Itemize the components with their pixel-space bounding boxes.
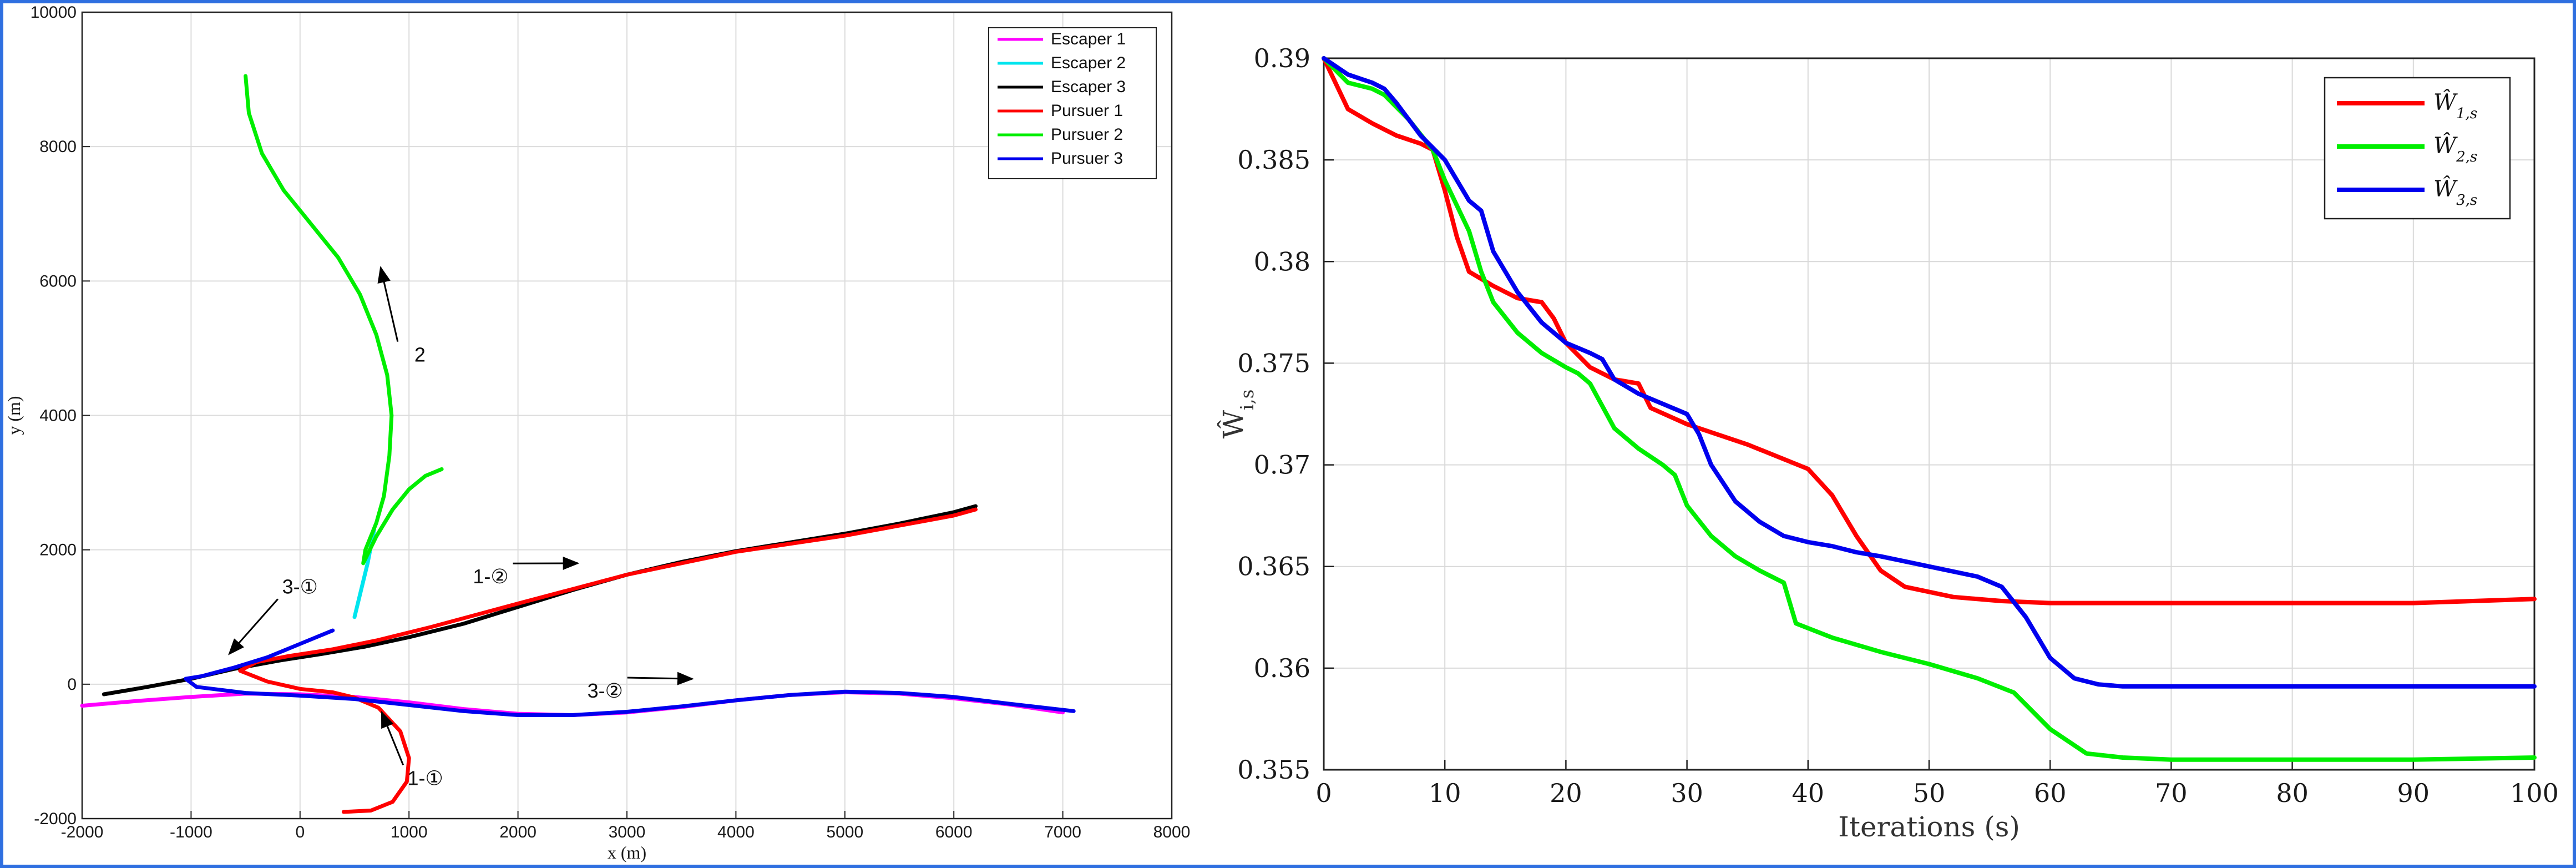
series-line-pursuer-3 [184, 628, 1076, 717]
label-subscript: 2,s [2456, 149, 2477, 165]
legend-label: Escaper 1 [1051, 30, 1126, 48]
x-tick-label: 30 [1671, 778, 1703, 808]
y-tick-label: 0.38 [1254, 246, 1310, 276]
x-tick-label: 40 [1792, 778, 1825, 808]
right-chart: 0 10 20 30 40 50 60 70 80 90 100 0.355 0.36 0.365 0.37… [1217, 43, 2559, 843]
legend-box [988, 27, 1157, 179]
y-tick-label: 2000 [39, 541, 77, 559]
label-main: Ŵ [2433, 89, 2458, 115]
label-subscript: i,s [1237, 390, 1258, 410]
legend-label: Ŵ1,s [2433, 89, 2477, 122]
x-tick-label: 2000 [499, 823, 537, 841]
series-line-pursuer-1 [238, 507, 978, 814]
legend-label: Escaper 2 [1051, 54, 1126, 72]
y-tick-label: 8000 [39, 138, 77, 156]
x-tick-label: 4000 [717, 823, 755, 841]
y-tick-label: 4000 [39, 407, 77, 425]
x-tick-label: 6000 [935, 823, 973, 841]
x-tick-label: 1000 [391, 823, 428, 841]
annotation-label: 1-② [473, 565, 508, 588]
x-tick-label: -2000 [61, 823, 104, 841]
x-tick-label: 3000 [609, 823, 646, 841]
y-tick-label: 0.365 [1237, 552, 1310, 582]
y-tick-label: 0.36 [1254, 653, 1310, 683]
y-tick-label: 0.385 [1237, 145, 1310, 175]
x-tick-label: 8000 [1153, 823, 1191, 841]
y-tick-label: 0.39 [1254, 43, 1310, 73]
series-line-w2 [1322, 56, 2537, 762]
series-line-pursuer-2 [244, 74, 444, 566]
left-chart: -2000 -1000 0 1000 2000 3000 4000 5000 6000 7000 8… [4, 3, 1190, 862]
legend-label: Ŵ3,s [2433, 176, 2477, 209]
x-tick-label: 70 [2155, 778, 2188, 808]
legend-label: Ŵ2,s [2433, 133, 2477, 165]
legend-label: Escaper 3 [1051, 78, 1126, 96]
y-tick-label: 0 [67, 675, 77, 694]
annotation-label: 2 [414, 344, 426, 366]
x-axis-label: Iterations (s) [1838, 811, 2020, 843]
legend-label: Pursuer 1 [1051, 102, 1123, 120]
x-tick-label: 0 [1315, 778, 1332, 808]
y-tick-label: 0.355 [1237, 755, 1310, 785]
series-line-w3 [1322, 56, 2537, 689]
label-main: Ŵ [2433, 176, 2458, 202]
x-tick-label: 10 [1429, 778, 1461, 808]
legend-label: Pursuer 3 [1051, 149, 1123, 168]
x-tick-label: 60 [2034, 778, 2067, 808]
label-main: Ŵ [2433, 133, 2458, 159]
x-tick-label: -1000 [170, 823, 212, 841]
label-main: Ŵ [1217, 410, 1249, 438]
x-tick-label: 80 [2276, 778, 2309, 808]
label-subscript: 3,s [2456, 192, 2477, 209]
x-tick-label: 100 [2510, 778, 2559, 808]
annotation-arrow [377, 266, 399, 342]
y-tick-label: 0.37 [1254, 450, 1310, 480]
annotation-arrow [381, 710, 404, 766]
y-axis-label: y (m) [4, 396, 24, 435]
y-tick-label: -2000 [34, 810, 77, 828]
x-axis-label: x (m) [608, 842, 646, 862]
y-tick-label: 6000 [39, 272, 77, 290]
annotation-label: 1-① [408, 766, 443, 789]
y-tick-label: 10000 [31, 3, 77, 22]
x-tick-label: 0 [295, 823, 305, 841]
legend-label: Pursuer 2 [1051, 125, 1123, 144]
x-tick-label: 90 [2397, 778, 2430, 808]
x-tick-label: 7000 [1044, 823, 1081, 841]
y-axis-label: Ŵi,s [1217, 390, 1258, 439]
x-tick-label: 50 [1913, 778, 1946, 808]
annotation-arrow [228, 598, 279, 655]
x-tick-label: 5000 [826, 823, 863, 841]
annotation-label: 3-② [588, 679, 623, 702]
annotation-arrow [627, 672, 694, 685]
y-tick-label: 0.375 [1237, 348, 1310, 378]
x-tick-label: 20 [1550, 778, 1582, 808]
annotation-label: 3-① [282, 575, 318, 598]
label-subscript: 1,s [2456, 105, 2477, 122]
